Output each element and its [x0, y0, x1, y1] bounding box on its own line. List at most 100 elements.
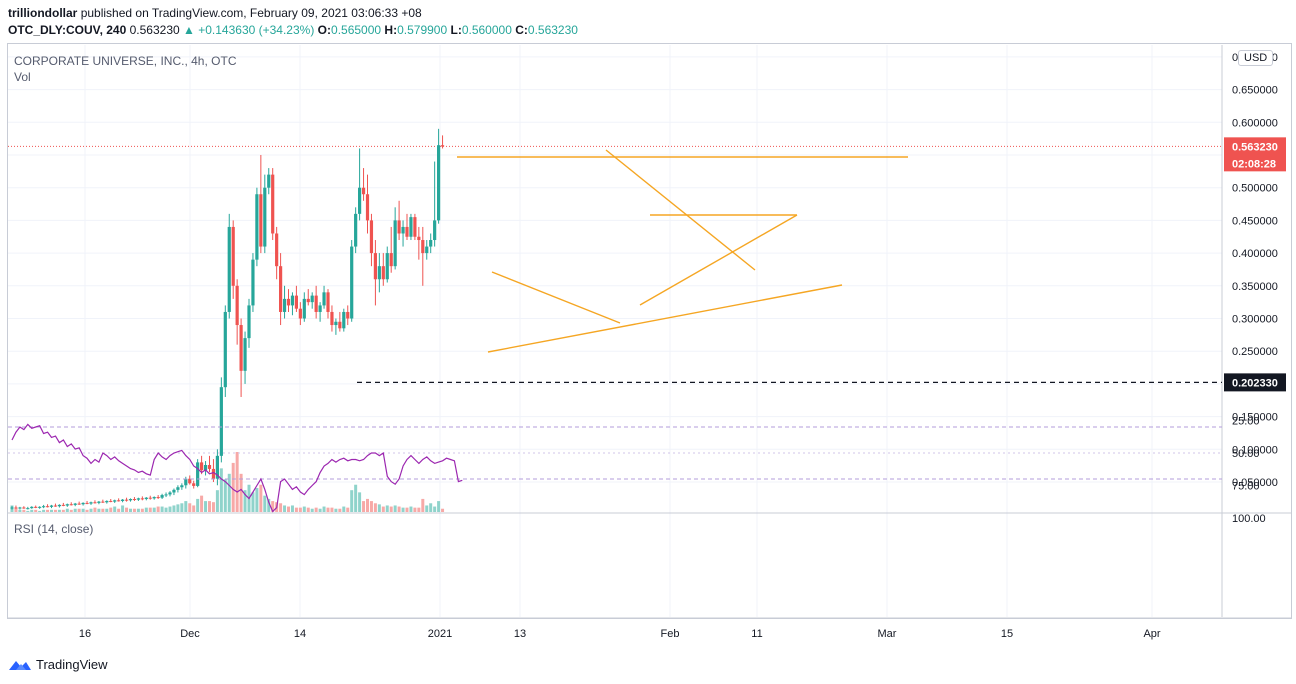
candle-body[interactable] — [421, 240, 425, 254]
candle-body[interactable] — [73, 503, 77, 505]
candle-body[interactable] — [219, 387, 223, 456]
candle-body[interactable] — [34, 506, 38, 508]
candle-body[interactable] — [440, 145, 445, 147]
candle-body[interactable] — [49, 505, 54, 507]
candle-body[interactable] — [361, 187, 366, 195]
candle-body[interactable] — [38, 506, 42, 508]
candle-body[interactable] — [405, 226, 409, 237]
candle-body[interactable] — [290, 295, 295, 306]
candle-body[interactable] — [132, 499, 137, 501]
candle-body[interactable] — [105, 500, 109, 503]
candle-body[interactable] — [330, 311, 334, 326]
candle-body[interactable] — [207, 464, 212, 469]
candle-body[interactable] — [200, 462, 204, 471]
candle-body[interactable] — [417, 236, 421, 241]
candle-body[interactable] — [259, 194, 263, 247]
candle-body[interactable] — [294, 295, 298, 309]
candle-body[interactable] — [89, 502, 93, 504]
candle-body[interactable] — [263, 187, 267, 247]
candle-body[interactable] — [65, 504, 69, 506]
candle-body[interactable] — [172, 489, 176, 493]
candle-body[interactable] — [148, 497, 152, 499]
candle-body[interactable] — [389, 253, 393, 267]
candle-body[interactable] — [97, 501, 101, 503]
candle-body[interactable] — [286, 298, 291, 306]
candle-body[interactable] — [334, 321, 338, 326]
candle-body[interactable] — [93, 502, 97, 504]
candle-body[interactable] — [10, 507, 14, 509]
author-name[interactable]: trilliondollar — [8, 6, 78, 20]
candle-body[interactable] — [298, 308, 302, 319]
candle-body[interactable] — [42, 506, 46, 508]
candle-body[interactable] — [223, 311, 227, 388]
candle-body[interactable] — [318, 305, 322, 312]
candle-body[interactable] — [61, 504, 65, 506]
candle-body[interactable] — [397, 220, 401, 234]
candle-body[interactable] — [429, 240, 433, 247]
candle-body[interactable] — [239, 325, 243, 371]
candle-body[interactable] — [326, 292, 330, 312]
candle-body[interactable] — [381, 266, 385, 280]
candle-body[interactable] — [26, 508, 30, 510]
volume-legend[interactable]: Vol — [14, 70, 31, 84]
candle-body[interactable] — [184, 478, 188, 486]
candle-body[interactable] — [144, 497, 148, 500]
candle-body[interactable] — [279, 266, 283, 312]
candle-body[interactable] — [302, 298, 306, 319]
candle-body[interactable] — [81, 502, 85, 505]
candle-body[interactable] — [433, 220, 437, 241]
candle-body[interactable] — [18, 507, 22, 509]
candle-body[interactable] — [176, 487, 180, 490]
trendline[interactable] — [605, 149, 756, 271]
candle-body[interactable] — [385, 253, 389, 280]
candle-body[interactable] — [22, 507, 26, 509]
currency-button[interactable]: USD — [1238, 50, 1274, 66]
candle-body[interactable] — [160, 495, 164, 498]
candle-body[interactable] — [101, 501, 105, 503]
candle-body[interactable] — [196, 462, 200, 486]
candle-body[interactable] — [409, 217, 413, 237]
candle-body[interactable] — [255, 194, 259, 260]
chart-title[interactable]: CORPORATE UNIVERSE, INC., 4h, OTC — [14, 54, 237, 68]
candle-body[interactable] — [369, 220, 374, 254]
candle-body[interactable] — [425, 246, 429, 254]
candle-body[interactable] — [192, 483, 196, 486]
candle-body[interactable] — [117, 500, 121, 502]
trendline[interactable] — [487, 284, 843, 353]
candle-body[interactable] — [251, 259, 255, 306]
candle-body[interactable] — [45, 506, 50, 508]
candle-body[interactable] — [338, 321, 342, 329]
candle-body[interactable] — [413, 217, 417, 237]
tradingview-brand[interactable]: TradingView — [8, 657, 108, 672]
candle-body[interactable] — [124, 499, 129, 501]
candle-body[interactable] — [30, 506, 34, 509]
candle-body[interactable] — [121, 499, 125, 501]
candle-body[interactable] — [152, 497, 156, 499]
candle-body[interactable] — [188, 478, 192, 484]
candle-body[interactable] — [203, 464, 208, 471]
candle-body[interactable] — [271, 174, 275, 234]
rsi-legend[interactable]: RSI (14, close) — [14, 522, 94, 536]
candle-body[interactable] — [168, 492, 172, 495]
candle-body[interactable] — [227, 226, 231, 312]
candle-body[interactable] — [211, 468, 216, 479]
candle-body[interactable] — [164, 494, 168, 496]
candle-body[interactable] — [215, 455, 219, 479]
candle-body[interactable] — [140, 498, 144, 500]
candle-body[interactable] — [342, 311, 346, 329]
candle-body[interactable] — [350, 246, 354, 319]
candle-body[interactable] — [282, 298, 287, 312]
candle-body[interactable] — [267, 174, 271, 188]
candle-body[interactable] — [180, 485, 184, 488]
trendline[interactable] — [639, 214, 798, 306]
candle-body[interactable] — [306, 298, 310, 303]
candle-body[interactable] — [322, 292, 326, 306]
candle-body[interactable] — [14, 507, 18, 509]
candle-body[interactable] — [393, 220, 397, 267]
candle-body[interactable] — [113, 500, 117, 502]
candle-body[interactable] — [247, 305, 251, 339]
candle-body[interactable] — [156, 497, 160, 499]
candle-body[interactable] — [314, 295, 318, 312]
candle-body[interactable] — [373, 253, 377, 280]
